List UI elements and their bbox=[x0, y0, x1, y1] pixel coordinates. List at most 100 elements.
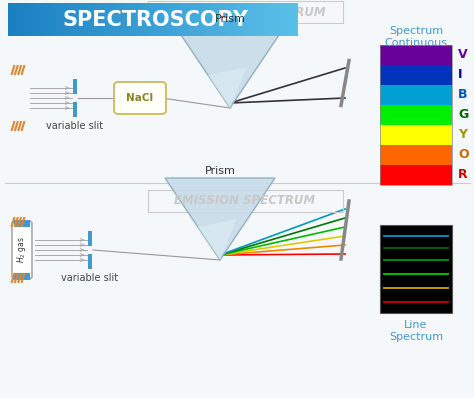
Bar bbox=[221, 3, 222, 36]
Bar bbox=[157, 3, 158, 36]
Bar bbox=[42, 3, 43, 36]
Bar bbox=[147, 3, 148, 36]
Bar bbox=[209, 3, 210, 36]
Bar bbox=[126, 3, 127, 36]
Bar bbox=[62, 3, 63, 36]
Bar bbox=[203, 3, 204, 36]
Bar bbox=[77, 3, 78, 36]
Bar bbox=[227, 3, 228, 36]
Bar bbox=[256, 3, 257, 36]
Bar bbox=[148, 3, 149, 36]
Bar bbox=[56, 3, 57, 36]
Bar bbox=[137, 3, 138, 36]
Bar bbox=[229, 3, 230, 36]
Bar bbox=[33, 3, 34, 36]
Bar bbox=[242, 3, 243, 36]
Bar bbox=[61, 3, 62, 36]
Bar bbox=[106, 3, 107, 36]
Text: Prism: Prism bbox=[205, 166, 236, 176]
Bar bbox=[148, 190, 343, 212]
Bar bbox=[131, 3, 132, 36]
Bar bbox=[24, 3, 25, 36]
Bar bbox=[265, 3, 266, 36]
Bar bbox=[294, 3, 295, 36]
Bar bbox=[168, 3, 169, 36]
Text: I: I bbox=[458, 68, 463, 82]
Bar bbox=[31, 3, 32, 36]
Bar bbox=[21, 3, 22, 36]
Bar bbox=[284, 3, 285, 36]
Text: Spectrum: Spectrum bbox=[389, 332, 443, 342]
Bar bbox=[198, 3, 199, 36]
Text: Y: Y bbox=[458, 129, 467, 142]
Bar bbox=[184, 3, 185, 36]
Bar bbox=[206, 3, 207, 36]
Bar bbox=[289, 3, 290, 36]
Bar bbox=[288, 3, 289, 36]
Bar bbox=[28, 3, 29, 36]
Bar bbox=[141, 3, 142, 36]
Bar bbox=[83, 3, 84, 36]
Bar bbox=[226, 3, 227, 36]
Text: O: O bbox=[458, 148, 469, 162]
Bar bbox=[241, 3, 242, 36]
Bar bbox=[191, 3, 192, 36]
Bar bbox=[13, 3, 14, 36]
Bar bbox=[11, 3, 12, 36]
Bar bbox=[20, 3, 21, 36]
Bar bbox=[97, 3, 98, 36]
Text: G: G bbox=[458, 109, 468, 121]
Bar bbox=[25, 3, 26, 36]
Bar bbox=[14, 273, 30, 280]
Bar bbox=[10, 3, 11, 36]
Bar bbox=[29, 3, 30, 36]
Bar bbox=[195, 3, 196, 36]
Bar bbox=[74, 3, 75, 36]
Bar bbox=[8, 3, 9, 36]
Bar bbox=[295, 3, 296, 36]
Bar bbox=[108, 3, 109, 36]
Text: NaCl: NaCl bbox=[127, 93, 154, 103]
Bar bbox=[173, 3, 174, 36]
Bar bbox=[158, 3, 159, 36]
Bar bbox=[380, 125, 452, 145]
Bar bbox=[189, 3, 190, 36]
Bar bbox=[205, 3, 206, 36]
Bar bbox=[119, 3, 120, 36]
Bar bbox=[208, 3, 209, 36]
Bar bbox=[80, 3, 81, 36]
Bar bbox=[186, 3, 187, 36]
Bar bbox=[163, 3, 164, 36]
Text: R: R bbox=[458, 168, 468, 181]
Bar bbox=[214, 3, 215, 36]
Bar bbox=[290, 3, 291, 36]
Text: Spectrum: Spectrum bbox=[389, 26, 443, 36]
Bar bbox=[245, 3, 246, 36]
Bar bbox=[213, 3, 214, 36]
Bar bbox=[121, 3, 122, 36]
Bar bbox=[215, 3, 216, 36]
Bar bbox=[114, 3, 115, 36]
Text: $H_2$ gas: $H_2$ gas bbox=[16, 236, 28, 263]
Bar bbox=[118, 3, 119, 36]
Bar bbox=[262, 3, 263, 36]
Bar bbox=[63, 3, 64, 36]
Bar bbox=[296, 3, 297, 36]
Bar bbox=[297, 3, 298, 36]
Bar bbox=[99, 3, 100, 36]
Bar bbox=[149, 3, 150, 36]
Bar bbox=[236, 3, 237, 36]
Bar bbox=[212, 3, 213, 36]
Bar bbox=[217, 3, 218, 36]
FancyBboxPatch shape bbox=[12, 221, 32, 279]
Bar bbox=[239, 3, 240, 36]
Bar bbox=[14, 220, 30, 227]
Bar bbox=[98, 3, 99, 36]
Bar bbox=[86, 3, 87, 36]
Bar bbox=[254, 3, 255, 36]
Text: SPECTROSCOPY: SPECTROSCOPY bbox=[62, 10, 248, 30]
Bar bbox=[250, 3, 251, 36]
Bar bbox=[164, 3, 165, 36]
Bar bbox=[235, 3, 236, 36]
Bar bbox=[82, 3, 83, 36]
